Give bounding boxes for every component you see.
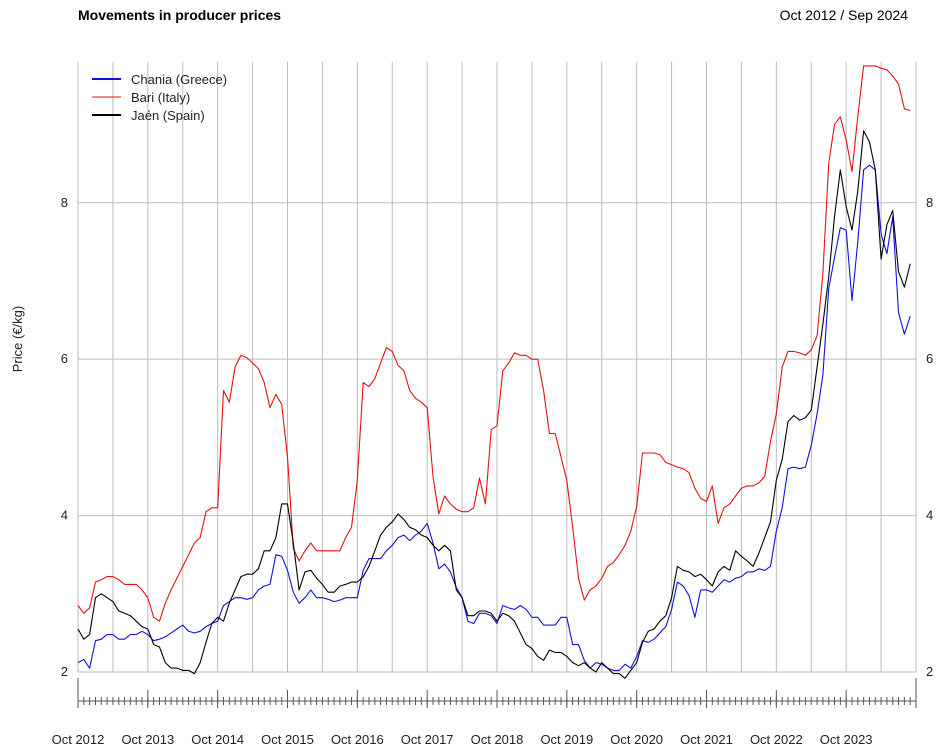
y-tick-label-left: 8	[61, 195, 68, 210]
x-tick-label: Oct 2017	[401, 732, 454, 747]
series-layer	[77, 65, 911, 679]
y-tick-label-left: 6	[61, 351, 68, 366]
legend-label-chania: Chania (Greece)	[131, 72, 227, 87]
axis-layer: 2 2 4 4 6 6 8 8 Oct 2012 Oct 2013 Oct 2014 Oct 2015…	[52, 195, 934, 747]
y-tick-label-left: 2	[61, 664, 68, 679]
y-axis-label: Price (€/kg)	[10, 306, 25, 372]
x-tick-label: Oct 2013	[121, 732, 174, 747]
x-tick-label: Oct 2019	[540, 732, 593, 747]
series-line-bari	[77, 65, 911, 622]
y-tick-label-right: 2	[926, 664, 933, 679]
legend: Chania (Greece) Bari (Italy) Jaén (Spain…	[92, 72, 227, 123]
y-tick-label-right: 6	[926, 351, 933, 366]
y-tick-label-left: 4	[61, 508, 68, 523]
x-tick-label: Oct 2023	[820, 732, 873, 747]
x-tick-label: Oct 2015	[261, 732, 314, 747]
x-tick-label: Oct 2021	[680, 732, 733, 747]
grid-layer	[77, 62, 917, 673]
x-tick-label: Oct 2012	[52, 732, 105, 747]
legend-label-jaen: Jaén (Spain)	[131, 108, 205, 123]
x-tick-label: Oct 2022	[750, 732, 803, 747]
series-line-jaen	[77, 130, 911, 679]
legend-label-bari: Bari (Italy)	[131, 90, 190, 105]
chart-title: Movements in producer prices	[78, 7, 281, 23]
y-tick-label-right: 8	[926, 195, 933, 210]
date-range: Oct 2012 / Sep 2024	[780, 7, 909, 23]
x-tick-label: Oct 2020	[610, 732, 663, 747]
x-tick-label: Oct 2018	[471, 732, 524, 747]
y-tick-label-right: 4	[926, 508, 933, 523]
x-tick-label: Oct 2016	[331, 732, 384, 747]
series-line-chania	[77, 164, 911, 671]
x-tick-label: Oct 2014	[191, 732, 244, 747]
